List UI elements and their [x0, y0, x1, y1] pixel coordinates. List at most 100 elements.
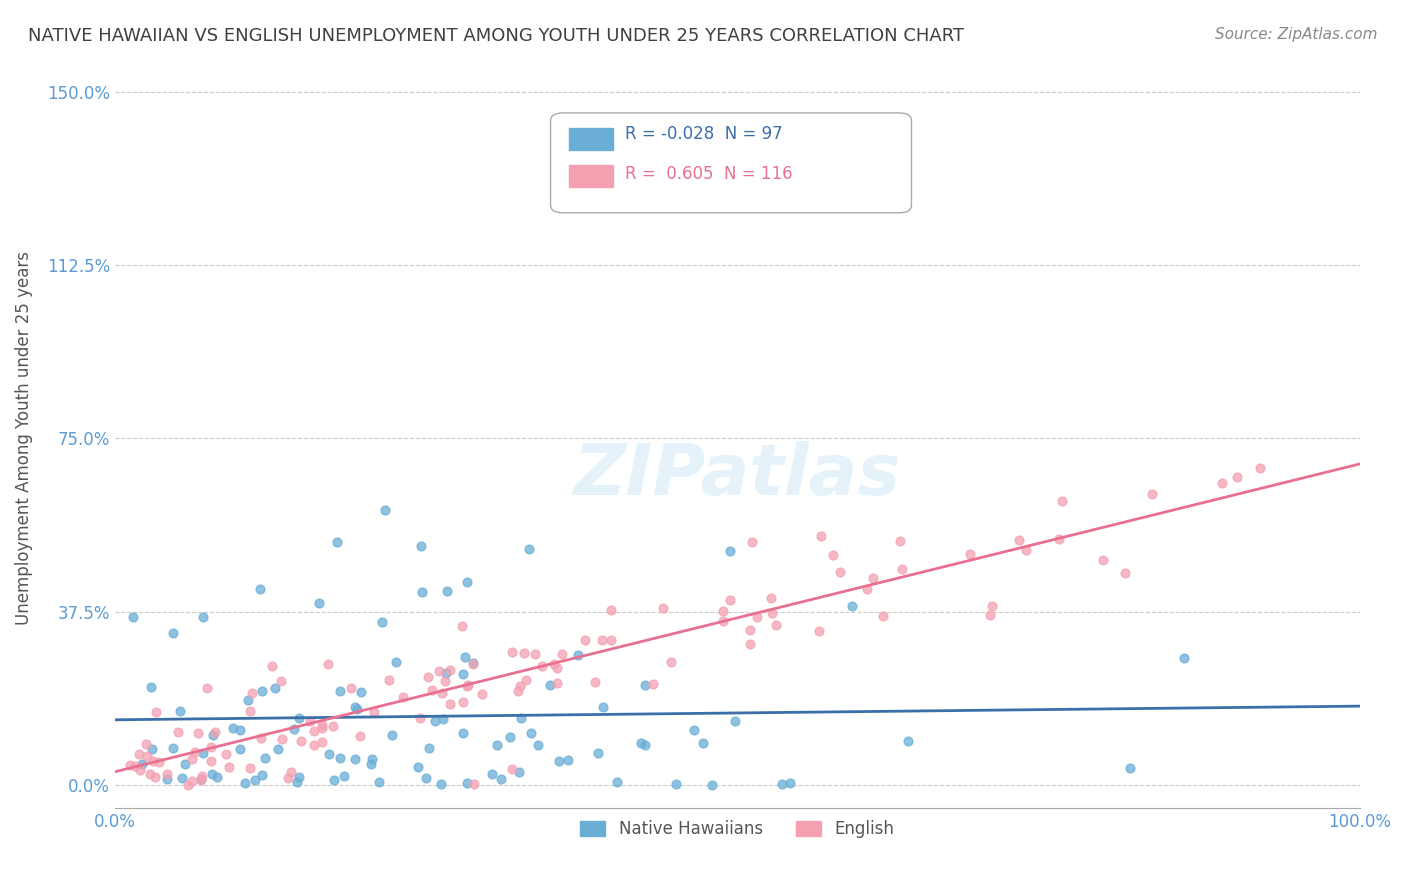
English — [280, 764, 302, 779]
English — [129, 763, 152, 777]
Native Hawaiians — [346, 701, 368, 715]
English — [451, 619, 474, 633]
Native Hawaiians — [451, 667, 474, 681]
Y-axis label: Unemployment Among Youth under 25 years: Unemployment Among Youth under 25 years — [15, 252, 32, 625]
English — [167, 725, 190, 739]
Native Hawaiians — [436, 584, 458, 599]
Native Hawaiians — [329, 684, 352, 698]
Native Hawaiians — [190, 772, 212, 786]
English — [524, 647, 547, 661]
Native Hawaiians — [287, 711, 309, 725]
English — [741, 534, 763, 549]
Native Hawaiians — [344, 752, 367, 766]
Native Hawaiians — [567, 648, 589, 663]
Native Hawaiians — [557, 753, 579, 767]
Native Hawaiians — [634, 738, 657, 752]
English — [439, 663, 461, 677]
English — [659, 655, 682, 669]
English — [432, 686, 454, 700]
English — [363, 705, 385, 719]
English — [200, 755, 222, 769]
Bar — [569, 165, 613, 187]
Native Hawaiians — [517, 541, 540, 556]
English — [392, 690, 415, 704]
Native Hawaiians — [1119, 761, 1142, 775]
English — [311, 734, 333, 748]
English — [218, 760, 240, 774]
Text: Source: ZipAtlas.com: Source: ZipAtlas.com — [1215, 27, 1378, 42]
Native Hawaiians — [238, 693, 260, 707]
English — [550, 648, 572, 662]
English — [600, 632, 623, 647]
English — [512, 646, 534, 660]
Native Hawaiians — [897, 734, 920, 748]
English — [134, 737, 156, 751]
Native Hawaiians — [287, 770, 309, 784]
Native Hawaiians — [250, 768, 273, 782]
Native Hawaiians — [381, 728, 404, 742]
English — [711, 604, 734, 618]
Native Hawaiians — [430, 777, 453, 791]
English — [311, 721, 333, 735]
Native Hawaiians — [361, 752, 384, 766]
English — [1050, 493, 1073, 508]
Native Hawaiians — [131, 757, 153, 772]
Native Hawaiians — [326, 535, 349, 549]
Native Hawaiians — [1173, 651, 1195, 665]
English — [651, 601, 673, 615]
English — [959, 547, 981, 561]
English — [181, 773, 204, 788]
Native Hawaiians — [254, 750, 277, 764]
English — [765, 617, 787, 632]
English — [339, 681, 361, 695]
Native Hawaiians — [770, 777, 793, 791]
Native Hawaiians — [318, 747, 340, 761]
English — [980, 599, 1002, 613]
English — [427, 664, 450, 678]
Native Hawaiians — [724, 714, 747, 729]
English — [574, 633, 596, 648]
English — [1047, 532, 1070, 546]
Native Hawaiians — [191, 609, 214, 624]
English — [200, 739, 222, 754]
Text: ZIPatlas: ZIPatlas — [574, 441, 901, 510]
English — [759, 591, 782, 605]
English — [471, 687, 494, 701]
English — [515, 673, 537, 688]
English — [1007, 533, 1029, 547]
Native Hawaiians — [285, 774, 308, 789]
Native Hawaiians — [664, 777, 686, 791]
English — [304, 723, 326, 738]
English — [250, 731, 273, 746]
English — [872, 609, 894, 624]
English — [546, 675, 568, 690]
Native Hawaiians — [520, 725, 543, 739]
English — [1226, 470, 1249, 484]
Native Hawaiians — [432, 713, 454, 727]
English — [456, 679, 478, 693]
English — [546, 661, 568, 675]
Native Hawaiians — [683, 723, 706, 737]
Native Hawaiians — [453, 650, 475, 665]
Native Hawaiians — [481, 767, 503, 781]
English — [270, 673, 292, 688]
Native Hawaiians — [384, 656, 406, 670]
English — [711, 615, 734, 629]
Native Hawaiians — [264, 681, 287, 696]
Native Hawaiians — [233, 776, 256, 790]
English — [120, 757, 142, 772]
Native Hawaiians — [329, 751, 352, 765]
English — [128, 747, 150, 762]
Native Hawaiians — [323, 772, 346, 787]
Native Hawaiians — [156, 772, 179, 786]
English — [311, 717, 333, 731]
Native Hawaiians — [229, 742, 252, 756]
English — [322, 719, 344, 733]
Native Hawaiians — [415, 772, 437, 786]
English — [239, 761, 262, 775]
English — [463, 777, 485, 791]
English — [451, 695, 474, 709]
Native Hawaiians — [527, 738, 550, 752]
English — [177, 778, 200, 792]
Native Hawaiians — [456, 575, 478, 590]
